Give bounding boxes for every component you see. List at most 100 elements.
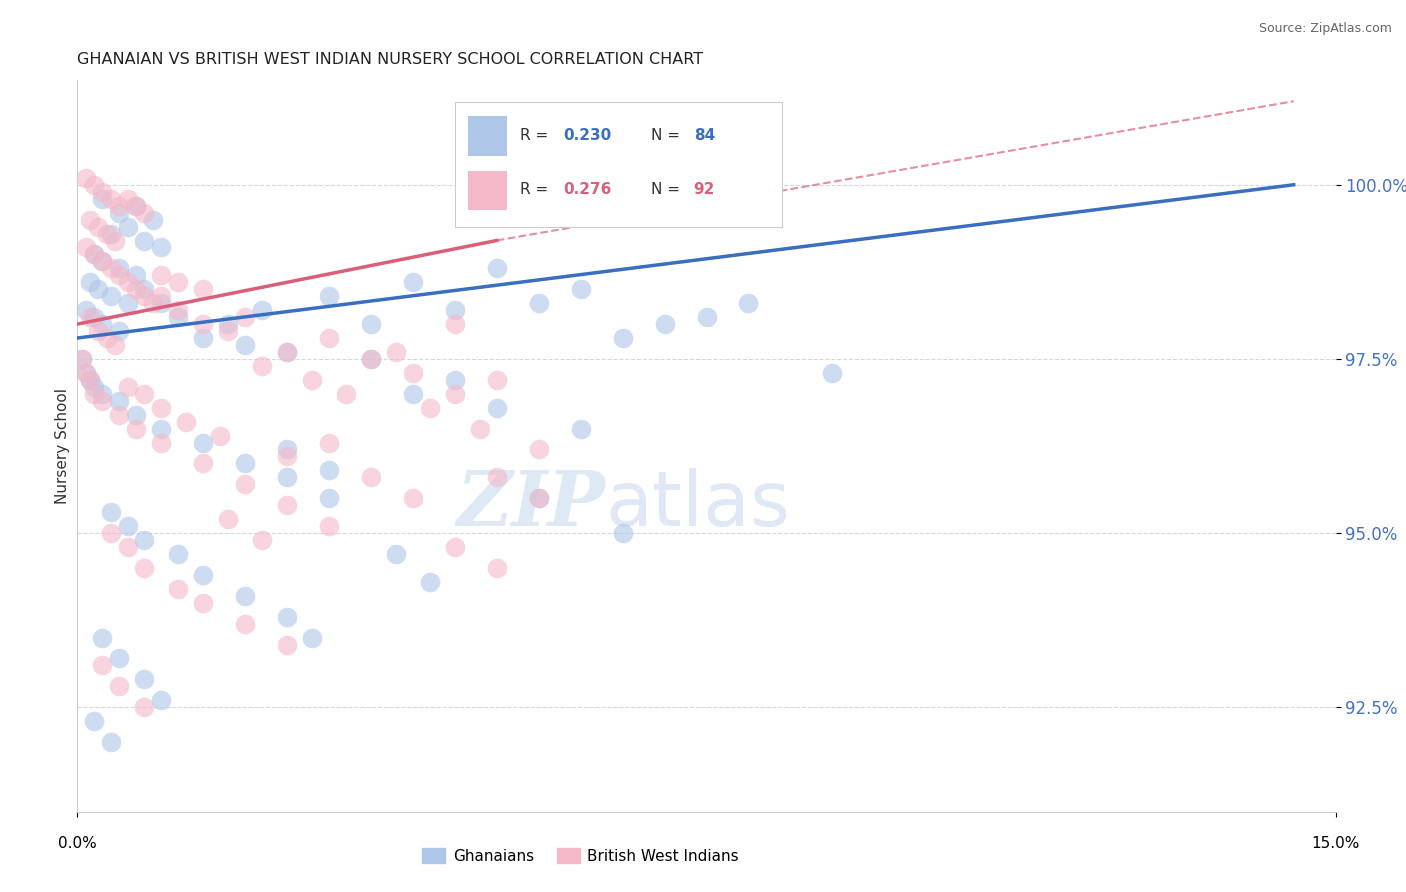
Point [91, 631, 114, 645]
Point [167, 303, 190, 318]
Point [91, 192, 114, 206]
Point [360, 317, 382, 331]
Point [217, 512, 239, 526]
Point [104, 338, 127, 352]
Point [125, 408, 148, 422]
Point [335, 386, 357, 401]
Point [167, 310, 190, 325]
Point [117, 380, 139, 394]
Point [83, 178, 105, 192]
Point [150, 289, 173, 303]
Point [83, 386, 105, 401]
Point [167, 582, 190, 596]
Point [233, 310, 256, 325]
Point [134, 673, 156, 687]
Point [233, 589, 256, 603]
Point [167, 275, 190, 289]
Point [125, 199, 148, 213]
Point [318, 519, 340, 533]
Point [83, 714, 105, 728]
Point [75, 303, 97, 318]
Point [612, 331, 634, 345]
Point [444, 317, 467, 331]
Point [360, 351, 382, 366]
Point [208, 428, 231, 442]
Point [104, 234, 127, 248]
Point [217, 324, 239, 338]
Point [569, 421, 592, 435]
Point [276, 442, 298, 457]
Point [360, 351, 382, 366]
Point [117, 219, 139, 234]
Point [83, 247, 105, 261]
Point [134, 700, 156, 714]
Point [191, 331, 215, 345]
Point [233, 477, 256, 491]
Point [91, 658, 114, 673]
Point [87, 282, 110, 296]
Point [108, 261, 131, 276]
Point [191, 282, 215, 296]
Point [468, 421, 491, 435]
Point [125, 421, 148, 435]
Legend: Ghanaians, British West Indians: Ghanaians, British West Indians [416, 842, 745, 870]
Point [444, 373, 467, 387]
Point [75, 366, 97, 380]
Point [134, 289, 156, 303]
Point [402, 386, 425, 401]
Point [70, 351, 93, 366]
Point [134, 533, 156, 547]
Point [83, 247, 105, 261]
Point [419, 574, 441, 589]
Point [696, 310, 718, 325]
Point [108, 393, 131, 408]
Point [318, 491, 340, 506]
Point [108, 205, 131, 219]
Point [654, 317, 676, 331]
Point [150, 435, 173, 450]
Point [250, 359, 273, 373]
Point [318, 331, 340, 345]
Point [96, 331, 118, 345]
Point [527, 296, 550, 310]
Point [117, 296, 139, 310]
Point [276, 638, 298, 652]
Point [79, 275, 101, 289]
Point [233, 457, 256, 471]
Point [117, 519, 139, 533]
Point [87, 324, 110, 338]
Point [117, 275, 139, 289]
Point [191, 567, 215, 582]
Point [108, 268, 131, 283]
Point [79, 373, 101, 387]
Point [276, 345, 298, 359]
Point [419, 401, 441, 415]
Point [191, 435, 215, 450]
Point [108, 679, 131, 693]
Point [821, 366, 844, 380]
Point [134, 386, 156, 401]
Point [527, 442, 550, 457]
Point [191, 317, 215, 331]
Point [176, 415, 198, 429]
Point [402, 491, 425, 506]
Point [167, 547, 190, 561]
Point [91, 386, 114, 401]
Point [150, 296, 173, 310]
Point [485, 373, 508, 387]
Point [79, 212, 101, 227]
Point [385, 345, 408, 359]
Point [250, 303, 273, 318]
Point [79, 373, 101, 387]
Point [100, 227, 122, 241]
Point [150, 240, 173, 254]
Point [117, 192, 139, 206]
Point [301, 631, 323, 645]
Point [134, 234, 156, 248]
Point [444, 540, 467, 554]
Point [276, 470, 298, 484]
Point [79, 310, 101, 325]
Point [233, 338, 256, 352]
Point [150, 421, 173, 435]
Point [134, 205, 156, 219]
